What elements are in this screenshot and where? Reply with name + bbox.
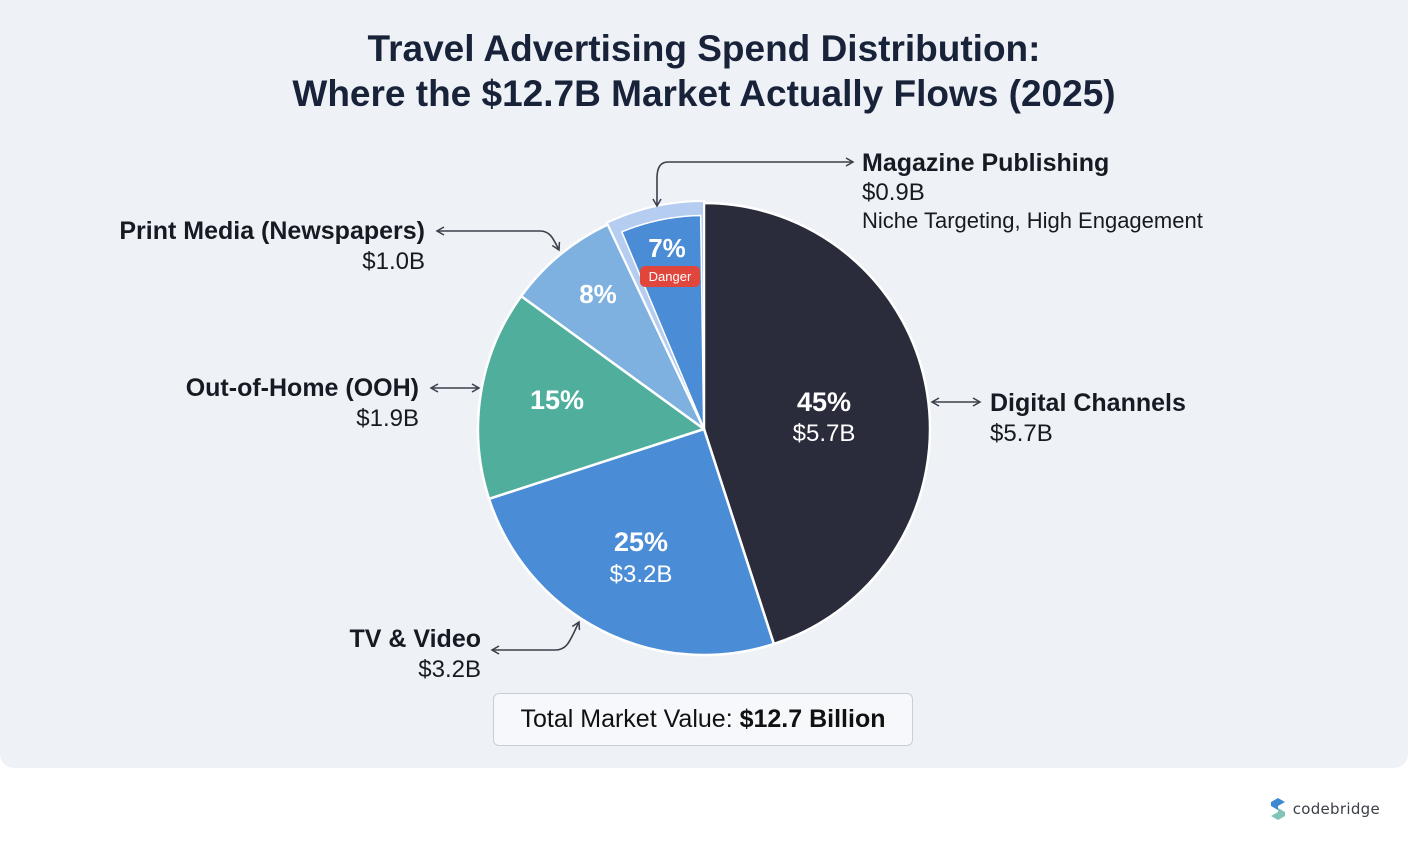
callout-note-magazine-publishing: Niche Targeting, High Engagement xyxy=(862,208,1203,233)
pie-slice-digital-channels xyxy=(702,201,932,646)
callout-value-digital-channels: $5.7B xyxy=(990,420,1053,447)
slice-percent-magazine-publishing: 7% xyxy=(648,233,686,263)
pie-slice-print-media-newspapers xyxy=(519,223,706,431)
brand-logo: codebridge xyxy=(1269,797,1380,821)
connector-magazine-publishing xyxy=(652,157,855,208)
pie-slice-tv-video xyxy=(487,427,776,657)
pie-slice-out-of-home-ooh xyxy=(476,294,706,501)
callout-value-print-media-newspapers: $1.0B xyxy=(362,248,425,275)
callout-value-out-of-home-ooh: $1.9B xyxy=(356,405,419,432)
slice-value-digital-channels: $5.7B xyxy=(793,420,856,447)
callout-value-magazine-publishing: $0.9B xyxy=(862,179,925,206)
slice-percent-tv-video: 25% xyxy=(614,527,668,557)
chart-title-line-1: Travel Advertising Spend Distribution: xyxy=(367,28,1041,69)
slice-value-tv-video: $3.2B xyxy=(610,561,673,588)
chart-title: Travel Advertising Spend Distribution: W… xyxy=(0,26,1408,116)
connector-print-media-newspapers xyxy=(435,226,561,252)
callout-name-magazine-publishing: Magazine Publishing xyxy=(862,149,1109,177)
total-label: Total Market Value: xyxy=(520,705,733,733)
danger-badge-label: Danger xyxy=(649,269,692,284)
chart-title-line-2: Where the $12.7B Market Actually Flows (… xyxy=(292,73,1116,114)
callout-name-print-media-newspapers: Print Media (Newspapers) xyxy=(119,217,425,245)
connector-tv-video xyxy=(490,620,581,655)
slice-percent-print-media-newspapers: 8% xyxy=(579,279,617,309)
codebridge-logo-icon xyxy=(1270,798,1285,820)
pie-labels: 45% $5.7B 25% $3.2B 15% 8% 7% Danger Digital Cha… xyxy=(119,149,1202,683)
total-value: $12.7 Billion xyxy=(739,705,886,733)
callout-name-tv-video: TV & Video xyxy=(349,625,481,653)
slice-percent-out-of-home-ooh: 15% xyxy=(530,385,584,415)
brand-name: codebridge xyxy=(1292,800,1380,818)
pie-slices xyxy=(476,199,932,657)
callout-name-digital-channels: Digital Channels xyxy=(990,389,1186,417)
slice-percent-digital-channels: 45% xyxy=(797,387,851,417)
total-market-value: Total Market Value: $12.7 Billion xyxy=(493,693,913,746)
pie-chart: 45% $5.7B 25% $3.2B 15% 8% 7% Danger Digital Cha… xyxy=(119,149,1202,683)
danger-badge: Danger xyxy=(640,266,700,287)
callout-name-out-of-home-ooh: Out-of-Home (OOH) xyxy=(186,374,419,402)
callout-connectors xyxy=(429,157,982,655)
callout-value-tv-video: $3.2B xyxy=(418,656,481,683)
